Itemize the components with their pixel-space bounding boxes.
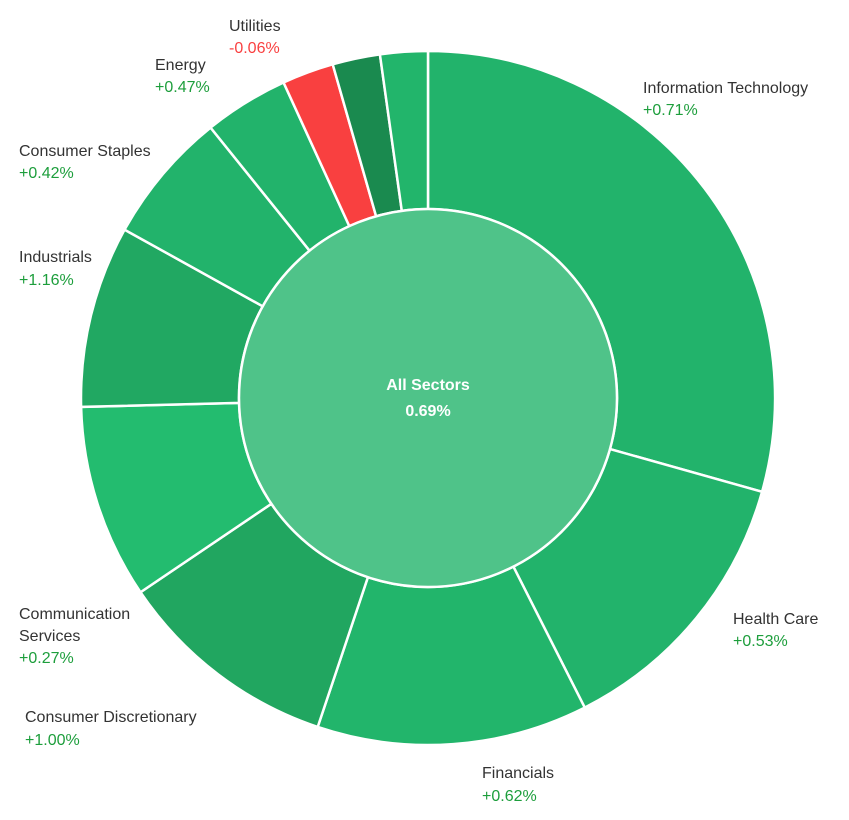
label-change-financials: +0.62%: [482, 788, 537, 805]
label-name-energy: Energy: [155, 57, 206, 74]
label-change-communication-services: +0.27%: [19, 650, 74, 667]
donut-slices: [79, 49, 777, 747]
label-name-communication-services-line1: Communication: [19, 606, 130, 623]
label-name-industrials: Industrials: [19, 249, 92, 266]
label-change-energy: +0.47%: [155, 79, 210, 96]
label-name-information-technology: Information Technology: [643, 80, 808, 97]
label-name-health-care: Health Care: [733, 611, 818, 628]
label-change-consumer-staples: +0.42%: [19, 165, 74, 182]
label-name-utilities: Utilities: [229, 18, 281, 35]
label-name-communication-services-line2: Services: [19, 628, 80, 645]
center-value: 0.69%: [405, 403, 450, 420]
label-change-consumer-discretionary: +1.00%: [25, 732, 80, 749]
label-name-consumer-staples: Consumer Staples: [19, 143, 151, 160]
label-name-financials: Financials: [482, 765, 554, 782]
label-name-consumer-discretionary: Consumer Discretionary: [25, 709, 197, 726]
label-change-information-technology: +0.71%: [643, 102, 698, 119]
center-disc: [237, 207, 619, 589]
label-change-industrials: +1.16%: [19, 272, 74, 289]
label-change-utilities: -0.06%: [229, 40, 280, 57]
label-name-communication-services: Communication Services: [19, 606, 135, 645]
center-label: All Sectors: [386, 377, 470, 394]
label-change-health-care: +0.53%: [733, 633, 788, 650]
